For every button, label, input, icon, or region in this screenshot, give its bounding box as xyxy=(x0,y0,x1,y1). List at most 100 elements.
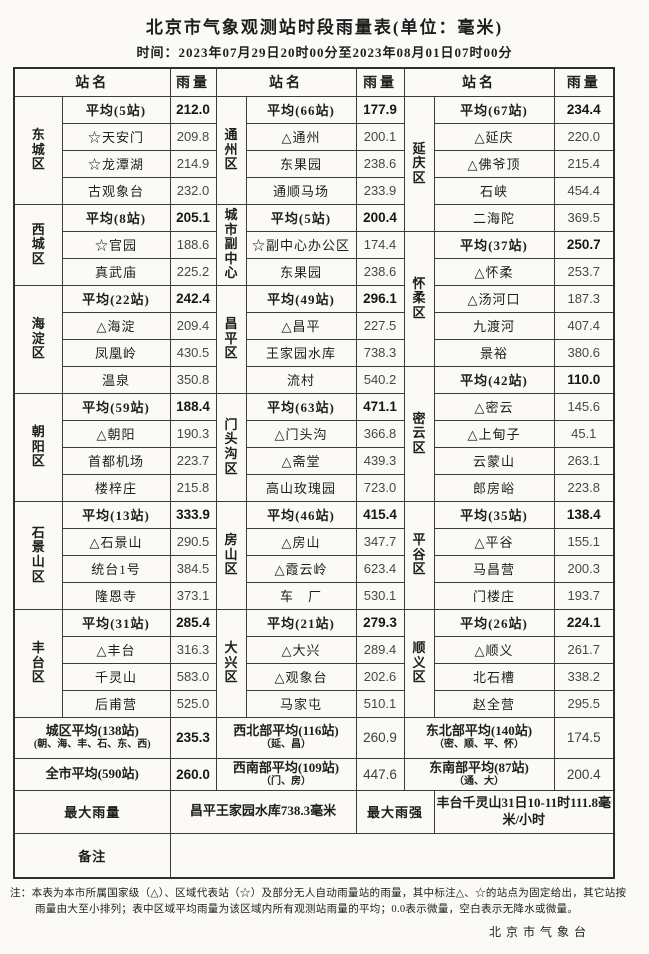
station-name-cell: 平均(37站) xyxy=(433,230,555,259)
rain-value-cell: 200.4 xyxy=(355,203,405,232)
station-name-cell: 二海陀 xyxy=(433,203,555,232)
summary-label-sublabel: （通、大） xyxy=(454,775,504,787)
rain-column-header: 雨量 xyxy=(169,67,217,97)
rain-value-cell: 145.6 xyxy=(553,392,615,421)
summary-row: 城区平均(138站) (朝、海、丰、石、东、西) 235.3 西北部平均(116站) （… xyxy=(13,716,615,759)
station-name-cell: 马昌营 xyxy=(433,554,555,583)
rain-value-cell: 209.4 xyxy=(169,311,217,340)
rain-value-cell: 223.8 xyxy=(553,473,615,502)
station-name-cell: 平均(63站) xyxy=(245,392,357,421)
rain-value-cell: 227.5 xyxy=(355,311,405,340)
table-row: △朝阳 190.3 △门头沟 366.8 △上甸子 45.1 xyxy=(14,419,615,448)
max-intensity-label: 最大雨强 xyxy=(355,789,435,834)
district-label: 石 景 山 区 xyxy=(13,500,63,610)
rain-value-cell: 238.6 xyxy=(355,149,405,178)
rain-value-cell: 220.0 xyxy=(553,122,615,151)
table-row: ☆官园 188.6 ☆副中心办公区 174.4 怀 柔 区平均(37站) 250.7 xyxy=(14,230,615,367)
rain-value-cell: 200.3 xyxy=(553,554,615,583)
station-name-cell: ☆天安门 xyxy=(61,122,171,151)
station-name-cell: 东果园 xyxy=(245,149,357,178)
remark-row: 备注 xyxy=(13,832,615,879)
rain-value-cell: 295.5 xyxy=(553,689,615,718)
max-intensity-value: 丰台千灵山31日10-11时111.8毫米/小时 xyxy=(433,789,615,834)
district-label: 顺 义 区 xyxy=(403,608,435,718)
table-row: 后甫营 525.0 马家屯 510.1 赵全营 295.5 xyxy=(14,689,615,718)
district-label: 平 谷 区 xyxy=(403,500,435,610)
rain-value-cell: 190.3 xyxy=(169,419,217,448)
district-label: 东 城 区 xyxy=(13,95,63,205)
rain-value-cell: 623.4 xyxy=(355,554,405,583)
rain-value-cell: 215.4 xyxy=(553,149,615,178)
rain-value-cell: 373.1 xyxy=(169,581,217,610)
rain-value-cell: 454.4 xyxy=(553,176,615,205)
summary-label-sublabel: （密、顺、平、怀） xyxy=(434,739,524,751)
district-label: 昌 平 区 xyxy=(215,284,247,394)
rain-value-cell: 407.4 xyxy=(553,311,615,340)
issuing-agency-signature: 北京市气象台 xyxy=(488,924,591,939)
max-rain-value: 昌平王家园水库738.3毫米 xyxy=(169,789,357,834)
station-name-cell: 平均(35站) xyxy=(433,500,555,529)
station-name-cell: △顺义 xyxy=(433,635,555,664)
rain-value-cell: 233.9 xyxy=(355,176,405,205)
table-row: △石景山 290.5 △房山 347.7 △平谷 155.1 xyxy=(14,527,615,556)
rain-value-cell: 223.7 xyxy=(169,446,217,475)
station-name-cell: ☆副中心办公区 xyxy=(245,230,357,259)
station-name-cell: 千灵山 xyxy=(61,662,171,691)
rain-value-cell: 224.1 xyxy=(553,608,615,637)
rain-value-cell: 263.1 xyxy=(553,446,615,475)
rain-value-cell: 369.5 xyxy=(553,203,615,232)
table-row: 凤凰岭 430.5 王家园水库 738.3 景裕 380.6 xyxy=(14,338,615,367)
station-name-cell: 凤凰岭 xyxy=(61,338,171,367)
summary-value-cell: 200.4 xyxy=(553,757,615,791)
district-label: 怀 柔 区 xyxy=(403,230,435,367)
district-label: 西 城 区 xyxy=(13,203,63,286)
table-row: 海 淀 区平均(22站) 242.4 昌 平 区平均(49站) 296.1 △汤河口 18… xyxy=(13,284,615,394)
footnote: 注：本表为本市所属国家级（△）、区域代表站（☆）及部分无人自动雨量站的雨量，其中… xyxy=(10,888,627,916)
table-row: 古观象台 232.0 通顺马场 233.9 石峡 454.4 xyxy=(14,176,615,205)
table-row: △丰台 316.3 △大兴 289.4 △顺义 261.7 xyxy=(14,635,615,664)
rain-value-cell: 384.5 xyxy=(169,554,217,583)
rain-value-cell: 471.1 xyxy=(355,392,405,421)
district-label: 门 头 沟 区 xyxy=(215,392,247,502)
rain-value-cell: 215.8 xyxy=(169,473,217,502)
station-name-cell: 王家园水库 xyxy=(245,338,357,367)
station-name-cell: △上甸子 xyxy=(433,419,555,448)
station-column-header: 站名 xyxy=(13,67,171,97)
station-name-cell: △朝阳 xyxy=(61,419,171,448)
station-name-cell: △石景山 xyxy=(61,527,171,556)
rain-value-cell: 234.4 xyxy=(553,95,615,124)
district-label: 城 市 副 中 心 xyxy=(215,203,247,286)
rain-value-cell: 380.6 xyxy=(553,338,615,367)
rain-value-cell: 212.0 xyxy=(169,95,217,124)
station-name-cell: 平均(67站) xyxy=(433,95,555,124)
rain-column-header: 雨量 xyxy=(355,67,405,97)
station-name-cell: △门头沟 xyxy=(245,419,357,448)
rain-value-cell: 250.7 xyxy=(553,230,615,259)
station-name-cell: 通顺马场 xyxy=(245,176,357,205)
rain-value-cell: 214.9 xyxy=(169,149,217,178)
station-name-cell: 九渡河 xyxy=(433,311,555,340)
table-row: 隆恩寺 373.1 车 厂 530.1 门楼庄 193.7 xyxy=(14,581,615,610)
summary-label-cell: 东南部平均(87站) （通、大） xyxy=(403,757,555,791)
station-name-cell: 赵全营 xyxy=(433,689,555,718)
station-name-cell: △斋堂 xyxy=(245,446,357,475)
max-rain-label: 最大雨量 xyxy=(13,789,171,834)
rain-value-cell: 430.5 xyxy=(169,338,217,367)
rain-value-cell: 290.5 xyxy=(169,527,217,556)
station-name-cell: 平均(13站) xyxy=(61,500,171,529)
station-name-cell: △佛爷顶 xyxy=(433,149,555,178)
rain-value-cell: 525.0 xyxy=(169,689,217,718)
summary-label-cell: 城区平均(138站) (朝、海、丰、石、东、西) xyxy=(13,716,171,759)
rain-value-cell: 296.1 xyxy=(355,284,405,313)
station-name-cell: 马家屯 xyxy=(245,689,357,718)
station-name-cell: 郎房峪 xyxy=(433,473,555,502)
station-name-cell: 平均(5站) xyxy=(61,95,171,124)
table-row: 东 城 区平均(5站) 212.0 通 州 区平均(66站) 177.9 延 庆 区平均… xyxy=(13,95,615,232)
rain-value-cell: 209.8 xyxy=(169,122,217,151)
table-row: △海淀 209.4 △昌平 227.5 九渡河 407.4 xyxy=(14,311,615,340)
rain-value-cell: 242.4 xyxy=(169,284,217,313)
station-name-cell: 后甫营 xyxy=(61,689,171,718)
station-name-cell: 平均(59站) xyxy=(61,392,171,421)
district-label: 大 兴 区 xyxy=(215,608,247,718)
rain-value-cell: 188.6 xyxy=(169,230,217,259)
